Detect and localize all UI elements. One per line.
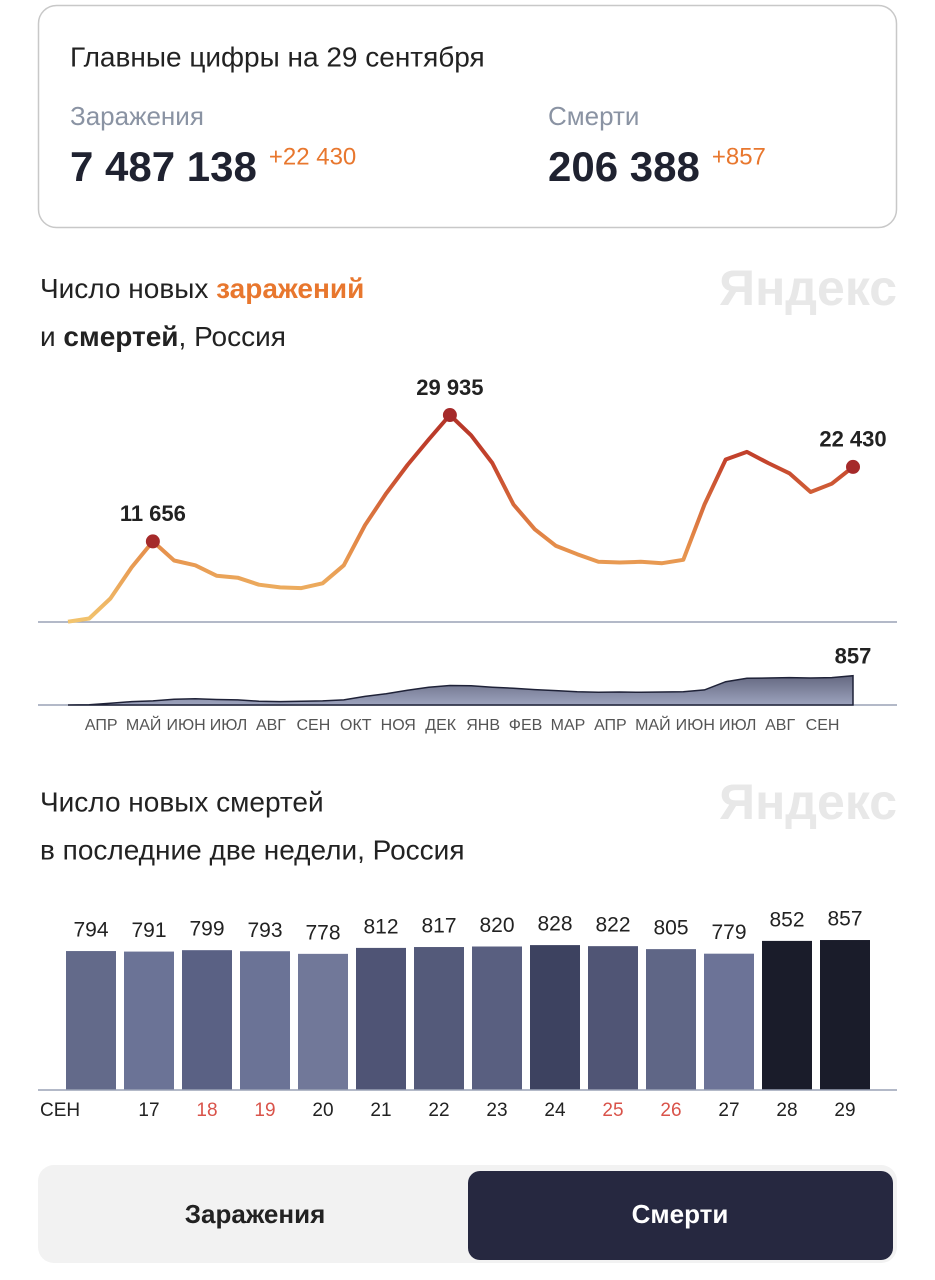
bar <box>588 946 638 1090</box>
summary-card <box>37 4 898 229</box>
chart-title: в последние две недели, Россия <box>40 834 464 865</box>
summary-delta: +857 <box>712 143 766 170</box>
chart-title: Число новых смертей <box>40 786 324 817</box>
deaths-area <box>67 674 854 706</box>
value-label: 805 <box>653 917 688 940</box>
value-label: 11 656 <box>120 501 186 526</box>
x-tick-label: 29 <box>834 1100 855 1121</box>
chart-title: и смертей, Россия <box>40 321 286 352</box>
value-label: 29 935 <box>416 375 483 400</box>
title-part: , Россия <box>179 321 286 352</box>
bar <box>124 951 174 1090</box>
value-label: 799 <box>189 918 224 941</box>
bar <box>414 947 464 1090</box>
tab-active[interactable] <box>468 1171 893 1260</box>
bar <box>704 953 754 1090</box>
x-tick-label: 20 <box>312 1100 333 1121</box>
value-label: 812 <box>363 915 398 938</box>
x-tick-label: 18 <box>196 1100 217 1121</box>
bar <box>298 953 348 1090</box>
title-part: и <box>40 321 63 352</box>
x-tick-label: АВГ <box>256 717 286 734</box>
x-tick-label: МАЙ <box>126 715 162 734</box>
x-tick-label: АПР <box>594 717 627 734</box>
x-tick-label: 22 <box>428 1100 449 1121</box>
x-tick-label: ИЮН <box>676 717 715 734</box>
x-tick-label: АПР <box>85 717 118 734</box>
peak-dot <box>442 408 457 423</box>
value-label: 852 <box>769 908 804 931</box>
value-label: 791 <box>131 919 166 942</box>
title-part: смертей <box>63 321 178 352</box>
value-label: 820 <box>479 914 514 937</box>
x-tick-label: 23 <box>486 1100 507 1121</box>
value-label: 828 <box>537 913 572 936</box>
x-tick-label: ИЮЛ <box>210 717 247 734</box>
x-tick-label: 24 <box>544 1100 566 1121</box>
bar <box>182 950 232 1090</box>
summary-label: Заражения <box>70 101 204 131</box>
summary-value: 206 388 <box>548 143 700 190</box>
peak-dot <box>846 459 860 474</box>
x-tick-label: 26 <box>660 1100 681 1121</box>
bar <box>240 951 290 1090</box>
bar <box>762 940 812 1090</box>
bar <box>820 940 870 1090</box>
value-label: 857 <box>835 643 872 668</box>
summary-value: 7 487 138 <box>70 143 257 190</box>
x-tick-label: 28 <box>776 1100 797 1121</box>
x-tick-label: ЯНВ <box>466 717 500 734</box>
x-tick-label: СЕН <box>806 717 840 734</box>
x-axis-label: СЕН <box>40 1100 80 1121</box>
x-tick-label: АВГ <box>765 717 795 734</box>
chart-title: Число новых заражений <box>40 273 364 304</box>
bar <box>66 951 116 1090</box>
title-part: Число новых <box>40 273 216 304</box>
bar <box>646 949 696 1090</box>
x-tick-label: ДЕК <box>425 717 457 734</box>
infections-line <box>67 413 855 624</box>
value-label: 779 <box>711 921 746 944</box>
x-tick-label: МАР <box>551 717 586 734</box>
value-label: 22 430 <box>819 427 886 452</box>
summary-delta: +22 430 <box>269 143 356 170</box>
x-tick-label: 17 <box>138 1100 159 1121</box>
bar <box>472 946 522 1090</box>
bar <box>356 947 406 1090</box>
x-tick-label: МАЙ <box>635 715 671 734</box>
title-part: заражений <box>216 273 364 304</box>
summary-label: Смерти <box>548 101 639 131</box>
x-tick-label: ИЮН <box>166 717 205 734</box>
x-tick-label: 25 <box>602 1100 623 1121</box>
x-tick-label: 19 <box>254 1100 275 1121</box>
x-tick-label: ИЮЛ <box>719 717 756 734</box>
x-tick-label: ОКТ <box>340 717 372 734</box>
x-tick-label: НОЯ <box>381 717 416 734</box>
x-tick-label: 27 <box>718 1100 739 1121</box>
value-label: 857 <box>827 908 862 931</box>
peak-dot <box>145 534 160 549</box>
watermark: Яндекс <box>719 260 897 316</box>
x-tick-label: ФЕВ <box>509 717 543 734</box>
value-label: 793 <box>247 919 282 942</box>
value-label: 794 <box>73 919 108 942</box>
summary-title: Главные цифры на 29 сентября <box>70 41 485 72</box>
value-label: 817 <box>421 915 456 938</box>
x-tick-label: 21 <box>370 1100 391 1121</box>
x-tick-label: СЕН <box>296 717 330 734</box>
tab-label[interactable]: Смерти <box>632 1199 729 1229</box>
value-label: 778 <box>305 921 340 944</box>
watermark: Яндекс <box>719 774 897 830</box>
value-label: 822 <box>595 914 630 937</box>
bar <box>530 945 580 1090</box>
tab-label[interactable]: Заражения <box>185 1199 326 1229</box>
